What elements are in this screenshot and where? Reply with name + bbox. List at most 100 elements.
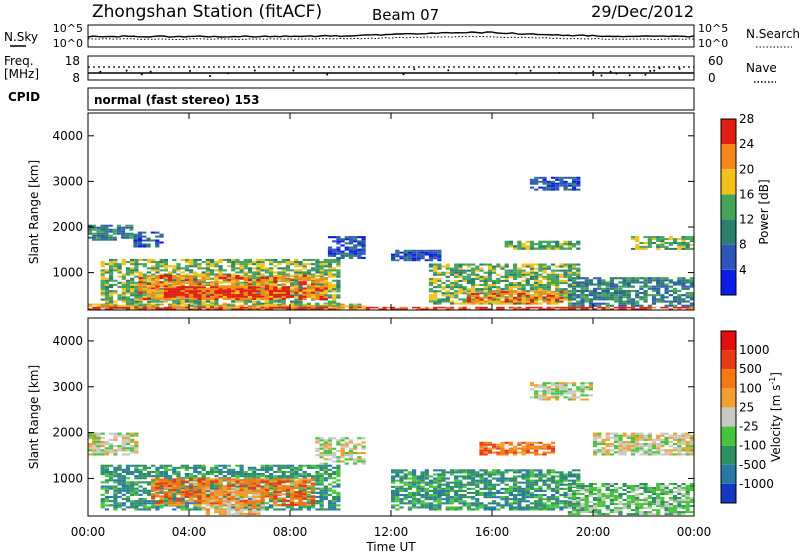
power-cell [256,297,261,300]
velocity-cell [92,436,97,439]
power-cell [247,279,253,282]
power-cell [508,240,513,243]
velocity-cell [226,470,232,473]
power-y-tick-label: 3000 [52,174,83,188]
velocity-cell [138,464,143,467]
velocity-cell [290,470,295,473]
velocity-cell [273,489,278,492]
power-cell [176,267,181,270]
power-cell [483,294,488,297]
power-cell [285,279,290,282]
velocity-cell [391,485,396,488]
velocity-cell [201,496,206,499]
velocity-cell [420,489,425,492]
power-cell [311,258,316,261]
power-cell [656,289,661,292]
power-cell [428,298,434,301]
power-cell [508,286,513,289]
power-cell [643,289,648,292]
power-cell [163,274,168,277]
velocity-cell [416,475,421,478]
power-cell [458,284,463,287]
power-cell [117,304,122,307]
velocity-cell [210,487,215,490]
power-cell [319,261,324,264]
power-cell [437,302,442,305]
velocity-cell [298,508,303,511]
power-cell [134,308,139,310]
velocity-cell [290,473,295,476]
power-cell [327,275,333,278]
velocity-cell [235,496,240,499]
power-cell [285,261,290,264]
power-cell [100,271,105,274]
power-cell [189,308,194,310]
power-cell [151,305,156,308]
power-cell [184,298,189,301]
velocity-cell [336,449,341,452]
nave-dot [609,70,612,73]
velocity-cell [256,480,261,483]
power-cell [168,306,173,309]
power-cell [668,279,673,282]
velocity-cell [117,466,122,469]
power-cell [210,291,215,294]
velocity-cell [121,508,126,511]
power-cell [630,298,636,301]
velocity-cell [134,445,139,448]
power-cell [454,275,459,278]
velocity-cell [113,453,118,456]
velocity-cell [302,484,307,487]
power-cell [609,294,614,297]
power-cell [121,306,126,309]
power-cell [252,290,257,292]
power-cell [391,255,396,258]
power-cell [630,238,636,241]
power-cell [113,306,118,309]
velocity-cell [121,489,126,492]
power-colorbar-label: Power [dB] [757,179,771,244]
velocity-cell [117,449,122,452]
power-cell [462,288,467,291]
velocity-cell [134,468,139,471]
power-cell [285,267,290,270]
velocity-cell [256,513,261,516]
power-cell [100,292,105,295]
power-cell [138,291,143,294]
velocity-cell [92,445,97,448]
power-cell [273,297,278,300]
power-cell [281,303,286,306]
power-cell [323,271,328,274]
velocity-cell [264,464,269,467]
velocity-cell [180,487,185,490]
power-cell [294,281,299,284]
power-cell [525,240,530,243]
power-cell [555,288,560,291]
power-cell [226,258,232,261]
power-cell [214,263,219,266]
power-cell [651,298,657,301]
velocity-cell [180,500,185,503]
power-cell [428,288,434,291]
power-cell [260,292,265,294]
power-cell [656,281,661,284]
velocity-cell [214,489,219,492]
power-cell [264,300,269,303]
velocity-cell [109,443,114,446]
velocity-cell [176,466,181,469]
velocity-cell [319,506,324,509]
velocity-cell [399,469,404,472]
freq-tick-top: 18 [65,54,80,68]
power-cell [563,180,568,183]
velocity-cell [424,477,429,480]
velocity-cell [264,502,269,505]
power-cell [513,263,518,266]
velocity-cell [428,504,434,507]
power-cell [239,261,244,264]
power-cell [327,305,333,308]
power-cell [176,302,181,305]
velocity-cell [231,489,236,492]
power-cell [247,287,253,290]
power-cell [201,279,206,282]
cpid-frame [87,87,695,111]
